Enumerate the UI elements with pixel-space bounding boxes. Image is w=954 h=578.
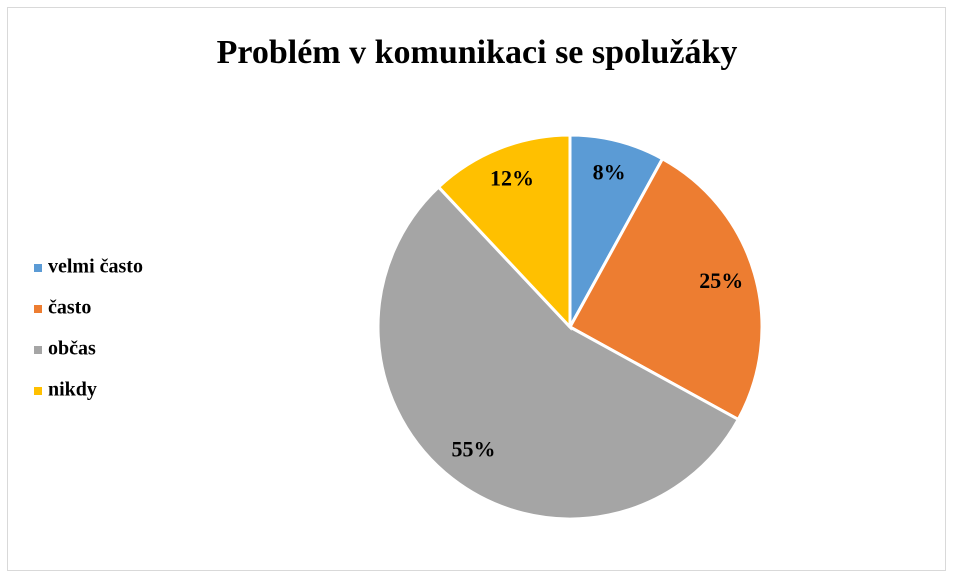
data-label: 8% bbox=[593, 160, 626, 185]
legend-swatch bbox=[34, 264, 42, 272]
data-label: 55% bbox=[452, 436, 496, 461]
data-label: 25% bbox=[699, 268, 743, 293]
chart-title: Problém v komunikaci se spolužáky bbox=[217, 34, 738, 71]
legend-swatch bbox=[34, 346, 42, 354]
legend-swatch bbox=[34, 387, 42, 395]
pie-slice bbox=[376, 184, 741, 521]
legend-swatch bbox=[34, 305, 42, 313]
data-label: 12% bbox=[490, 166, 534, 191]
legend-label: často bbox=[48, 297, 91, 319]
pie-slice bbox=[568, 133, 665, 328]
pie-slice bbox=[567, 156, 764, 422]
pie-slice bbox=[436, 133, 572, 331]
legend-label: občas bbox=[48, 338, 96, 360]
legend-label: nikdy bbox=[48, 379, 97, 401]
legend-label: velmi často bbox=[48, 256, 143, 278]
